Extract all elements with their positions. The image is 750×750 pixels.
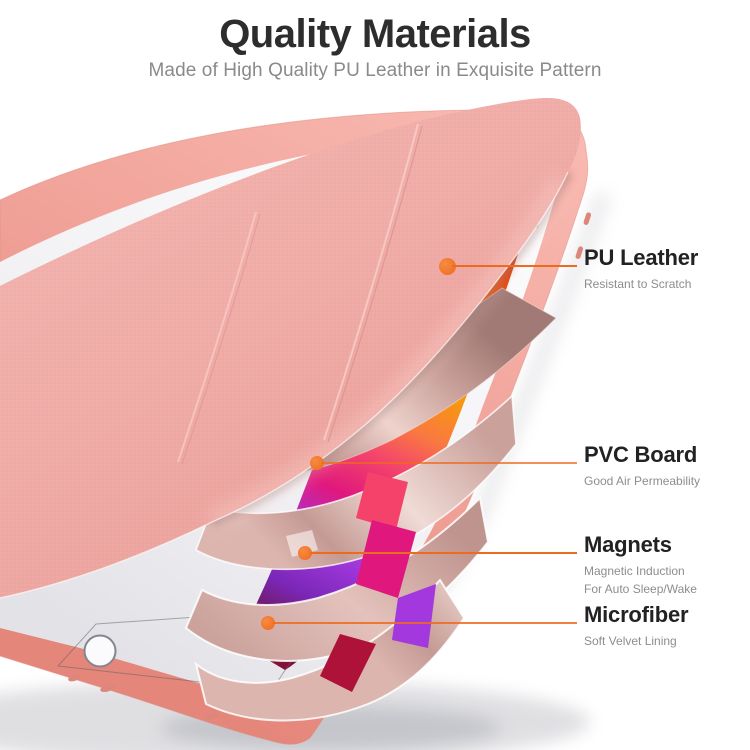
header: Quality Materials Made of High Quality P… xyxy=(0,13,750,82)
page-title: Quality Materials xyxy=(219,12,531,56)
pu-leather-cover xyxy=(0,97,581,599)
callout-description: Soft Velvet Lining xyxy=(584,634,677,649)
callout-description: Good Air Permeability xyxy=(584,474,701,489)
callout-line xyxy=(322,462,577,464)
callout-description: Magnetic Induction For Auto Sleep/Wake xyxy=(584,564,697,596)
page-subtitle: Made of High Quality PU Leather in Exqui… xyxy=(148,60,602,81)
callout-dot xyxy=(261,616,275,630)
cover-creases xyxy=(177,123,423,465)
wallpaper-slivers xyxy=(320,472,436,692)
callout-description: Resistant to Scratch xyxy=(584,277,692,292)
callout-line xyxy=(452,265,577,267)
callout-title: PU Leather xyxy=(584,245,699,270)
home-button xyxy=(83,634,117,668)
callout-line xyxy=(273,622,577,624)
callout-dot xyxy=(298,546,312,560)
callout-dot xyxy=(439,258,456,275)
callout-title: PVC Board xyxy=(584,442,698,467)
callout-title: Magnets xyxy=(584,532,672,557)
callout-dot xyxy=(310,456,324,470)
frame-button-cutouts xyxy=(68,212,592,720)
callout-title: Microfiber xyxy=(584,602,689,627)
callout-line xyxy=(310,552,577,554)
